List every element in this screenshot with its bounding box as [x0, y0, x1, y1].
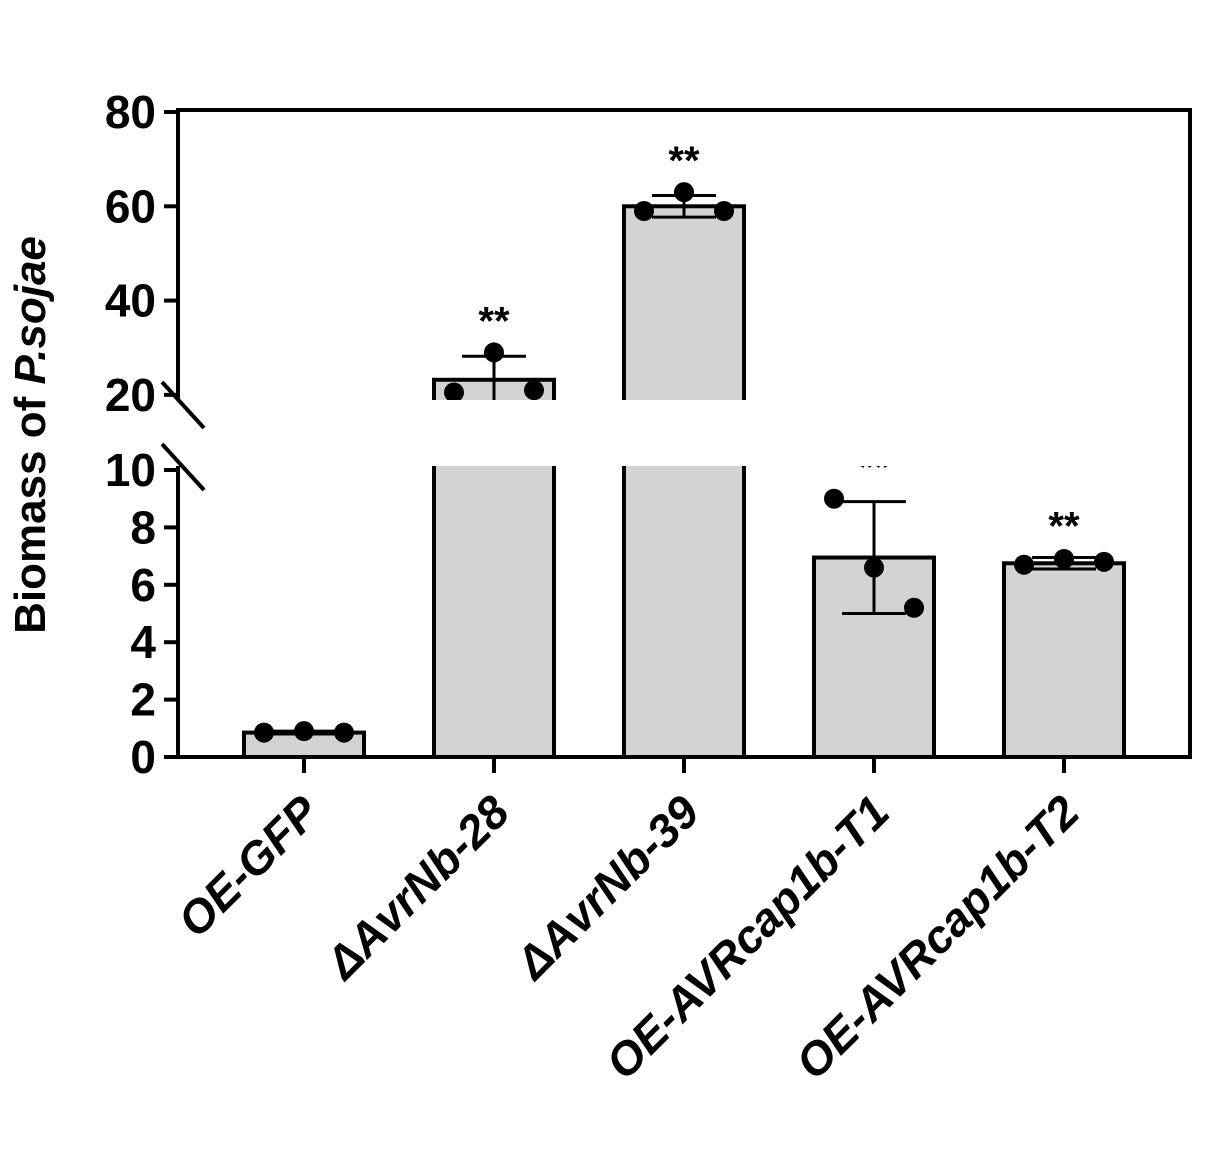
- y-tick-label: 10: [105, 444, 156, 496]
- significance-label: **: [478, 299, 510, 343]
- x-axis: OE-GFPΔAvrNb-28ΔAvrNb-39OE-AVRcap1b-T1OE…: [168, 757, 1089, 1089]
- y-tick-label: 6: [130, 559, 156, 611]
- data-point: [254, 722, 274, 743]
- data-points: [254, 182, 1114, 743]
- data-point: [714, 201, 734, 221]
- y-tick-label: 0: [130, 731, 156, 783]
- data-point: [484, 342, 504, 363]
- bar: [1002, 561, 1126, 760]
- y-tick-label: 40: [105, 275, 156, 327]
- data-point: [1054, 548, 1074, 569]
- significance-labels: ********: [478, 139, 1080, 548]
- axis-break-mark: [160, 442, 206, 492]
- y-tick-label: 4: [130, 616, 156, 668]
- data-point: [1014, 554, 1034, 575]
- bars: [242, 204, 1126, 760]
- significance-label: **: [668, 139, 700, 183]
- data-point: [1094, 551, 1114, 572]
- y-tick-label: 8: [130, 501, 156, 553]
- data-point: [864, 557, 884, 578]
- y-tick-label: 2: [130, 674, 156, 726]
- data-point: [294, 721, 314, 742]
- data-point: [904, 597, 924, 618]
- x-tick-label: OE-GFP: [168, 785, 330, 947]
- data-point: [674, 182, 694, 203]
- axis-break: [160, 380, 1184, 492]
- y-axis-title: Biomass of P.sojae: [6, 236, 55, 634]
- data-point: [444, 382, 464, 403]
- x-tick-label: ΔAvrNb-39: [504, 785, 709, 990]
- y-tick-label: 60: [105, 180, 156, 232]
- y-tick-label: 80: [105, 86, 156, 138]
- data-point: [824, 488, 844, 509]
- y-tick-label: 20: [105, 369, 156, 421]
- significance-label: **: [1048, 505, 1080, 549]
- data-point: [634, 201, 654, 221]
- data-point: [334, 722, 354, 743]
- y-axis-title-species: P.sojae: [6, 236, 55, 384]
- y-axis-title-main: Biomass of: [6, 396, 55, 634]
- x-tick-label: ΔAvrNb-28: [314, 785, 519, 990]
- bar: [622, 204, 746, 760]
- data-point: [524, 380, 544, 401]
- y-axis: 02 46 810 20 40 60 80: [105, 86, 178, 783]
- axis-break-mark: [160, 380, 206, 430]
- axis-break-gap: [176, 400, 1184, 466]
